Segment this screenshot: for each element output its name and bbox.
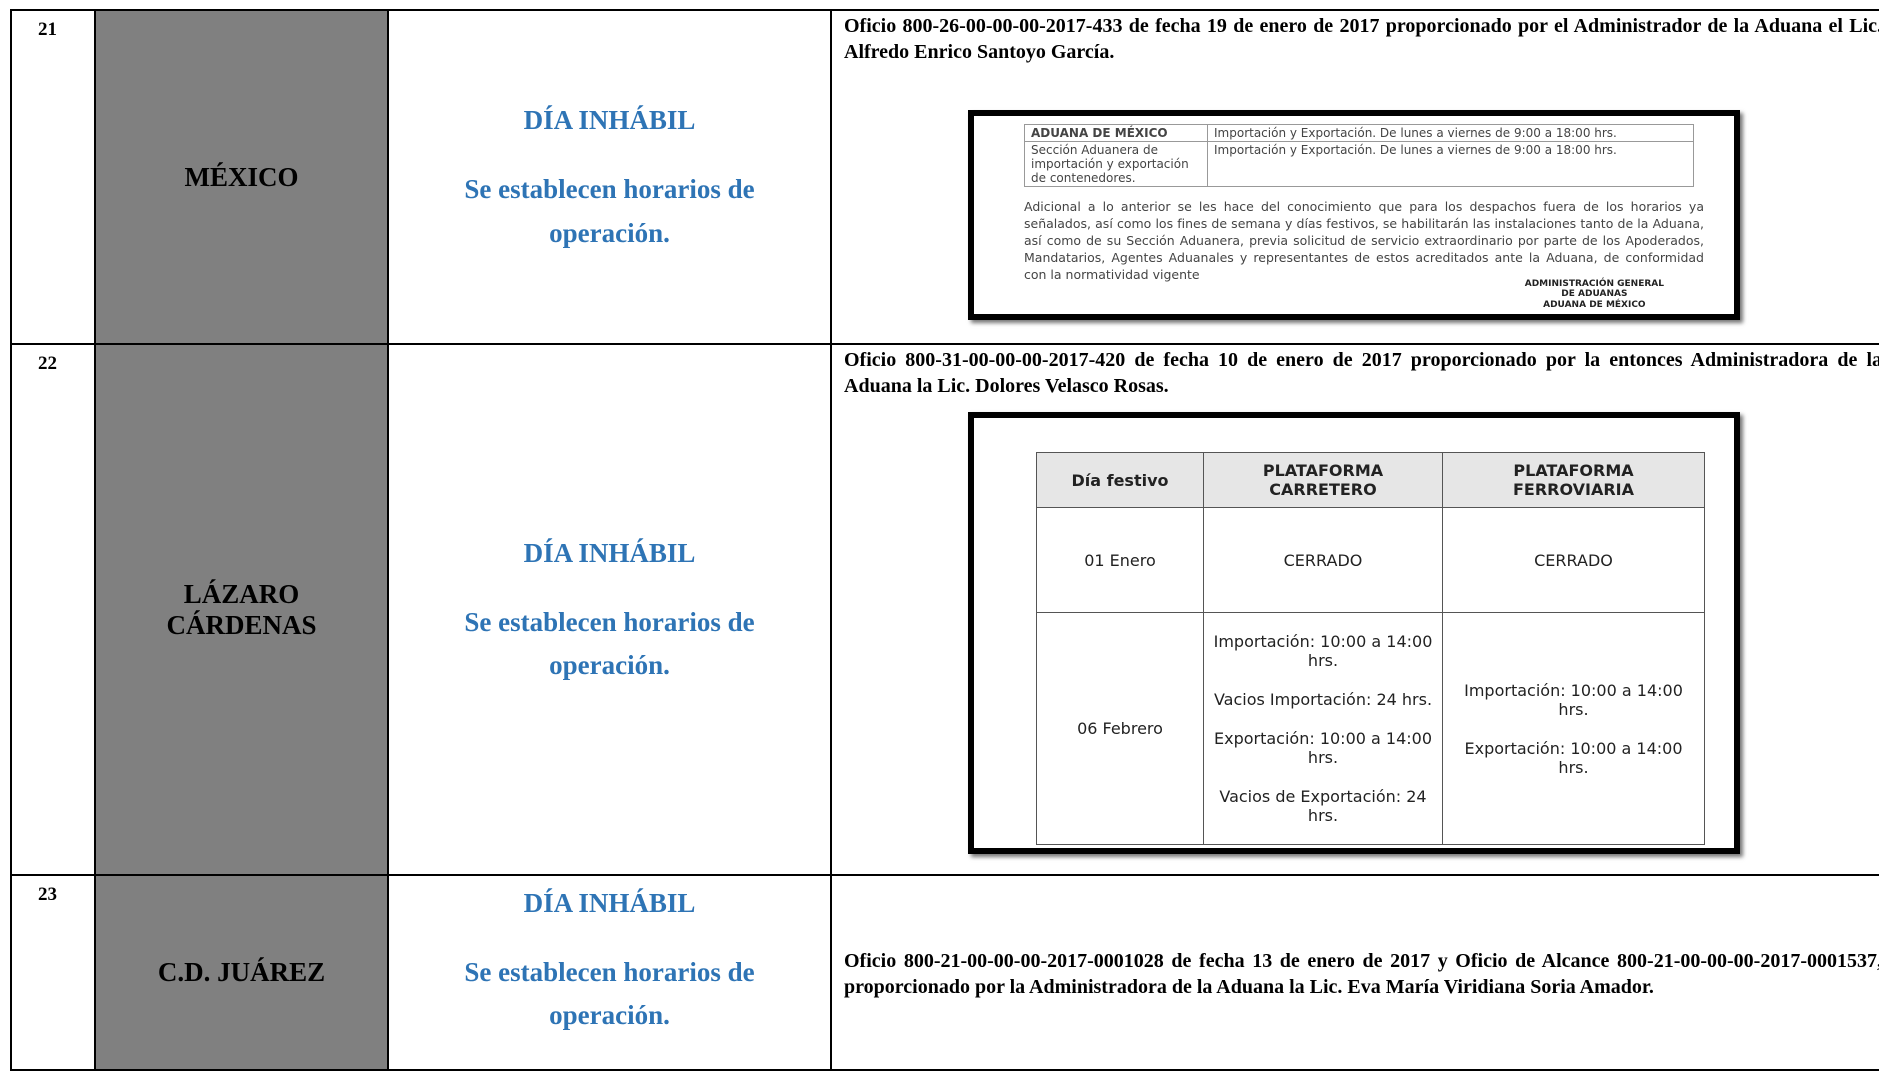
status-note: Se establecen horarios de operación. [464,174,755,248]
holiday-cell: CERRADO [1442,507,1705,613]
status: DÍA INHÁBIL [523,105,696,136]
holiday-cell: Importación: 10:00 a 14:00 hrs. Vacios Im… [1203,612,1443,845]
status-cell: DÍA INHÁBIL Se establecen horarios de ope… [387,343,832,876]
status-cell: DÍA INHÁBIL Se establecen horarios de ope… [387,9,832,345]
holiday-row: 06 Febrero Importación: 10:00 a 14:00 hrs… [1036,612,1705,845]
cell-line: Exportación: 10:00 a 14:00 hrs. [1213,729,1433,767]
cell-line: Vacios Importación: 24 hrs. [1213,690,1433,709]
excerpt-row: ADUANA DE MÉXICO Importación y Exportació… [1024,124,1694,142]
description: Oficio 800-21-00-00-00-2017-0001028 de f… [844,949,1879,998]
status: DÍA INHÁBIL [523,888,696,918]
holiday-table: Día festivo PLATAFORMA CARRETERO PLATAFORM… [1036,452,1705,845]
excerpt-cell: Importación y Exportación. De lunes a vi… [1207,124,1694,142]
row-number: 22 [10,343,96,876]
holiday-cell: Importación: 10:00 a 14:00 hrs. Exportaci… [1442,612,1705,845]
customs-name: LÁZARO CÁRDENAS [94,343,389,876]
excerpt-cell: Sección Aduanera de importación y export… [1024,141,1208,187]
excerpt-row: Sección Aduanera de importación y export… [1024,141,1694,187]
document-excerpt: ADUANA DE MÉXICO Importación y Exportació… [968,110,1740,320]
status-note: Se establecen horarios de operación. [464,606,755,681]
stamp-line: ADMINISTRACIÓN GENERAL [1524,278,1664,289]
header-cell: Día festivo [1036,452,1204,508]
holiday-header: Día festivo PLATAFORMA CARRETERO PLATAFORM… [1036,452,1705,508]
cell-line: CERRADO [1283,550,1363,570]
holiday-row: 01 Enero CERRADO CERRADO [1036,507,1705,613]
cell-line: CERRADO [1534,550,1613,570]
excerpt-paragraph: Adicional a lo anterior se les hace del … [1024,199,1704,282]
holiday-cell: 01 Enero [1036,507,1204,613]
stamp-line: DE ADUANAS [1561,289,1628,300]
cell-line: 06 Febrero [1077,719,1163,738]
document-excerpt: Día festivo PLATAFORMA CARRETERO PLATAFORM… [968,412,1740,854]
holiday-cell: CERRADO [1203,507,1443,613]
excerpt-table: ADUANA DE MÉXICO Importación y Exportació… [1024,124,1694,187]
cell-line: Importación: 10:00 a 14:00 hrs. [1464,680,1683,719]
description: Oficio 800-26-00-00-00-2017-433 de fecha… [844,15,1879,63]
stamp-line: ADUANA DE MÉXICO [1543,299,1646,310]
customs-name: MÉXICO [94,9,389,345]
status-note: Se establecen horarios de operación. [464,957,755,1031]
status-cell: DÍA INHÁBIL Se establecen horarios de ope… [387,874,832,1071]
excerpt-cell: Importación y Exportación. De lunes a vi… [1207,141,1694,187]
status: DÍA INHÁBIL [523,537,696,568]
holiday-cell: 06 Febrero [1036,612,1204,845]
customs-name: C.D. JUÁREZ [94,874,389,1071]
stamp: ADMINISTRACIÓN GENERAL DE ADUANAS ADUANA D… [1525,279,1664,310]
cell-line: 01 Enero [1084,550,1156,570]
page: 21 MÉXICO DÍA INHÁBIL Se establecen horario… [10,9,1879,1071]
cell-line: Vacios de Exportación: 24 hrs. [1219,787,1427,825]
cell-line: Importación: 10:00 a 14:00 hrs. [1213,632,1433,670]
cell-line: Exportación: 10:00 a 14:00 hrs. [1464,738,1683,777]
excerpt-cell: ADUANA DE MÉXICO [1024,124,1208,142]
row-number: 23 [10,874,96,1071]
row-number: 21 [10,9,96,345]
description: Oficio 800-31-00-00-00-2017-420 de fecha… [844,349,1879,397]
header-cell: PLATAFORMA FERROVIARIA [1442,452,1705,508]
header-cell: PLATAFORMA CARRETERO [1203,452,1443,508]
description-cell: Oficio 800-21-00-00-00-2017-0001028 de f… [830,874,1879,1071]
